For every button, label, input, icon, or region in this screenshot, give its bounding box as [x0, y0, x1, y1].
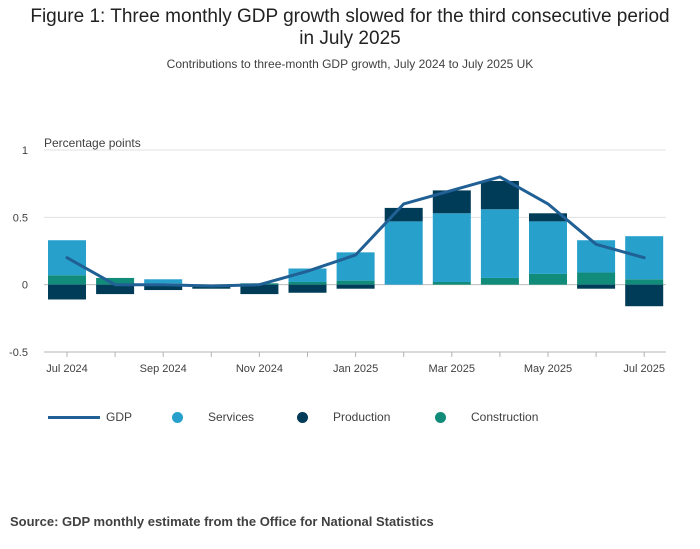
bar-production-jul-2025 — [625, 284, 664, 307]
bar-construction-jul-2025 — [625, 279, 664, 285]
x-tick-label: Mar 2025 — [429, 363, 475, 375]
legend-item-gdp: GDP — [48, 408, 132, 426]
bar-production-sep-2024 — [144, 284, 183, 291]
x-tick-label: Jul 2025 — [623, 363, 665, 375]
bar-construction-dec-2024 — [288, 281, 327, 285]
bar-services-sep-2024 — [144, 279, 183, 284]
y-tick-label: 0 — [22, 280, 28, 292]
bar-production-mar-2025 — [432, 190, 471, 214]
x-tick-label: Jul 2024 — [46, 363, 88, 375]
bar-production-dec-2024 — [288, 284, 327, 293]
legend-label-gdp: GDP — [106, 410, 133, 424]
legend-swatch-construction — [435, 411, 446, 423]
legend-swatch-production — [297, 411, 308, 423]
bar-production-aug-2024 — [96, 284, 135, 295]
x-tick-label: May 2025 — [524, 363, 572, 375]
legend-swatch-services — [172, 411, 183, 423]
legend-label-construction: Construction — [471, 410, 539, 424]
bar-production-jun-2025 — [577, 284, 616, 289]
y-axis-label: Percentage points — [44, 136, 141, 150]
chart-title: Figure 1: Three monthly GDP growth slowe… — [30, 6, 670, 49]
bar-services-mar-2025 — [432, 213, 471, 282]
source-note: Source: GDP monthly estimate from the Of… — [10, 514, 434, 529]
bar-construction-jun-2025 — [577, 272, 616, 285]
bar-production-may-2025 — [529, 213, 567, 222]
bar-production-feb-2025 — [384, 207, 423, 222]
bar-services-jan-2025 — [336, 252, 375, 281]
bar-production-jan-2025 — [336, 284, 375, 289]
legend-item-construction: Construction — [435, 408, 538, 426]
y-tick-label: 0.5 — [13, 212, 28, 224]
bar-production-jul-2024 — [48, 284, 86, 300]
x-tick-label: Jan 2025 — [333, 363, 378, 375]
bar-production-nov-2024 — [240, 284, 279, 295]
bar-construction-mar-2025 — [432, 281, 471, 285]
bar-services-apr-2025 — [480, 209, 519, 278]
chart-legend: GDP Services Production Construction — [48, 408, 688, 426]
x-tick-label: Sep 2024 — [140, 363, 187, 375]
bar-construction-aug-2024 — [96, 277, 135, 285]
bar-construction-may-2025 — [529, 273, 567, 285]
legend-label-services: Services — [208, 410, 255, 424]
y-tick-label: -0.5 — [9, 347, 28, 359]
bar-construction-apr-2025 — [480, 277, 519, 285]
bar-services-feb-2025 — [384, 221, 423, 285]
x-tick-label: Nov 2024 — [236, 363, 283, 375]
bar-construction-jul-2024 — [48, 275, 86, 285]
legend-swatch-gdp — [48, 415, 100, 419]
y-tick-label: 1 — [22, 145, 28, 157]
bar-construction-jan-2025 — [336, 280, 375, 285]
legend-item-production: Production — [297, 408, 390, 426]
gdp-line — [65, 175, 646, 288]
chart-subtitle: Contributions to three-month GDP growth,… — [166, 57, 534, 71]
legend-label-production: Production — [333, 410, 391, 424]
legend-item-services: Services — [172, 408, 254, 426]
bar-services-dec-2024 — [288, 268, 327, 282]
bar-services-may-2025 — [529, 221, 567, 274]
